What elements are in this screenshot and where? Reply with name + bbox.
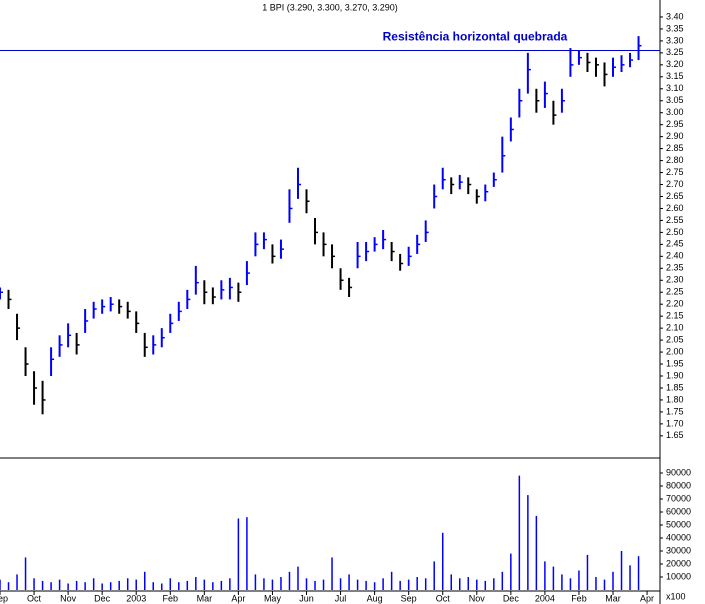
y-tick-label: 2.65 xyxy=(666,191,684,201)
y-tick-label: 2.80 xyxy=(666,155,684,165)
y-tick-label: 2.10 xyxy=(666,323,684,333)
x-tick-label: Apr xyxy=(640,593,654,603)
y-tick-label: 3.00 xyxy=(666,107,684,117)
unit-note: x100 xyxy=(666,591,686,601)
y-tick-label: 60000 xyxy=(666,506,691,516)
y-tick-label: 2.75 xyxy=(666,167,684,177)
y-tick-label: 2.95 xyxy=(666,119,684,129)
y-tick-label: 3.05 xyxy=(666,95,684,105)
y-tick-label: 2.50 xyxy=(666,227,684,237)
y-tick-label: 2.35 xyxy=(666,263,684,273)
x-tick-label: Jul xyxy=(335,593,347,603)
chart-title: 1 BPI (3.290, 3.300, 3.270, 3.290) xyxy=(262,2,398,12)
y-tick-label: 40000 xyxy=(666,532,691,542)
y-tick-label: 80000 xyxy=(666,480,691,490)
x-tick-label: Jun xyxy=(299,593,314,603)
x-tick-label: Feb xyxy=(571,593,587,603)
y-tick-label: 1.90 xyxy=(666,370,684,380)
y-tick-label: 70000 xyxy=(666,493,691,503)
y-tick-label: 1.85 xyxy=(666,382,684,392)
y-tick-label: 2.00 xyxy=(666,346,684,356)
y-tick-label: 2.55 xyxy=(666,215,684,225)
y-tick-label: 50000 xyxy=(666,519,691,529)
x-tick-label: Sep xyxy=(401,593,417,603)
y-tick-label: 2.90 xyxy=(666,131,684,141)
y-tick-label: 2.05 xyxy=(666,334,684,344)
y-tick-label: 2.25 xyxy=(666,287,684,297)
y-tick-label: 2.85 xyxy=(666,143,684,153)
x-tick-label: Nov xyxy=(60,593,77,603)
x-tick-label: Dec xyxy=(503,593,520,603)
y-tick-label: 1.95 xyxy=(666,358,684,368)
x-tick-label: Dec xyxy=(94,593,111,603)
y-tick-label: 2.70 xyxy=(666,179,684,189)
annotation: Resistência horizontal quebrada xyxy=(383,30,568,44)
x-tick-label: Oct xyxy=(436,593,451,603)
x-tick-label: 2004 xyxy=(535,593,555,603)
y-tick-label: 3.15 xyxy=(666,71,684,81)
y-tick-label: 1.75 xyxy=(666,406,684,416)
x-tick-label: Feb xyxy=(163,593,179,603)
y-tick-label: 10000 xyxy=(666,571,691,581)
x-tick-label: Apr xyxy=(231,593,245,603)
y-tick-label: 2.20 xyxy=(666,299,684,309)
x-tick-label: Sep xyxy=(0,593,8,603)
x-tick-label: Mar xyxy=(197,593,213,603)
y-tick-label: 1.80 xyxy=(666,394,684,404)
x-tick-label: 2003 xyxy=(126,593,146,603)
x-tick-label: May xyxy=(264,593,282,603)
x-tick-label: Mar xyxy=(605,593,621,603)
y-tick-label: 3.20 xyxy=(666,59,684,69)
y-tick-label: 20000 xyxy=(666,558,691,568)
y-tick-label: 3.25 xyxy=(666,47,684,57)
y-tick-label: 2.60 xyxy=(666,203,684,213)
x-tick-label: Oct xyxy=(27,593,42,603)
y-tick-label: 3.35 xyxy=(666,23,684,33)
y-tick-label: 90000 xyxy=(666,467,691,477)
x-tick-label: Aug xyxy=(367,593,383,603)
y-tick-label: 2.40 xyxy=(666,251,684,261)
y-tick-label: 30000 xyxy=(666,545,691,555)
y-tick-label: 2.30 xyxy=(666,275,684,285)
y-tick-label: 1.65 xyxy=(666,430,684,440)
x-tick-label: Nov xyxy=(469,593,486,603)
y-tick-label: 3.30 xyxy=(666,35,684,45)
y-tick-label: 1.70 xyxy=(666,418,684,428)
y-tick-label: 2.15 xyxy=(666,311,684,321)
y-tick-label: 3.40 xyxy=(666,11,684,21)
y-tick-label: 3.10 xyxy=(666,83,684,93)
y-tick-label: 2.45 xyxy=(666,239,684,249)
